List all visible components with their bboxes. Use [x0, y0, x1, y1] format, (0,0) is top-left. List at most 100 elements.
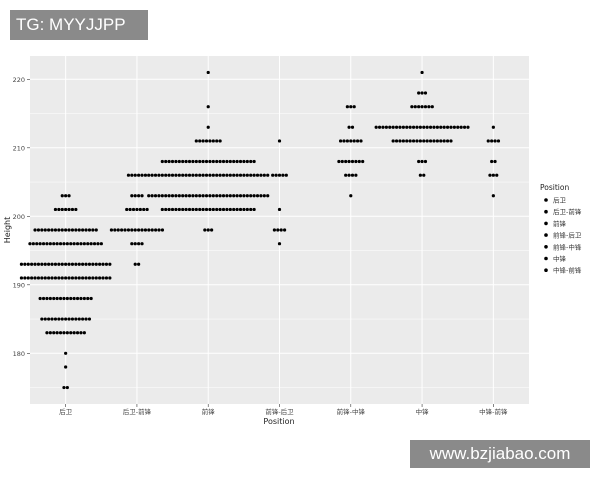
data-point	[259, 194, 263, 198]
data-point	[439, 125, 443, 129]
data-point	[116, 228, 120, 232]
data-point	[174, 207, 178, 212]
data-point	[147, 228, 151, 232]
data-point	[133, 262, 137, 266]
data-point	[252, 173, 256, 177]
data-point	[164, 173, 168, 177]
data-point	[145, 207, 149, 212]
data-point	[130, 173, 134, 177]
data-point	[77, 317, 81, 321]
data-point	[201, 207, 205, 212]
data-point	[65, 331, 69, 335]
data-point	[218, 207, 222, 212]
data-point	[490, 139, 494, 143]
data-point	[58, 331, 63, 335]
data-point	[94, 262, 98, 266]
data-point	[40, 276, 44, 280]
data-point	[210, 228, 214, 232]
data-point	[81, 276, 85, 280]
data-point	[486, 139, 490, 143]
data-point	[435, 139, 439, 143]
data-point	[113, 228, 117, 232]
data-point	[62, 242, 66, 246]
data-point	[352, 139, 356, 143]
data-point	[262, 194, 266, 198]
data-point	[48, 331, 52, 335]
data-point	[249, 173, 253, 177]
data-point	[181, 159, 185, 164]
data-point	[77, 276, 81, 280]
data-point	[150, 173, 154, 177]
data-point	[131, 207, 136, 212]
data-point	[167, 159, 171, 164]
data-point	[84, 228, 88, 232]
data-point	[377, 125, 382, 129]
data-point	[89, 242, 93, 246]
data-point	[462, 125, 467, 129]
data-point	[391, 125, 395, 129]
data-point	[225, 159, 229, 164]
data-point	[228, 194, 232, 198]
data-point	[347, 125, 351, 129]
data-point	[405, 139, 409, 143]
data-points	[19, 70, 501, 390]
data-point	[142, 207, 146, 212]
data-point	[47, 276, 51, 280]
data-point	[58, 242, 63, 246]
data-point	[160, 159, 164, 164]
data-point	[417, 159, 421, 164]
data-point	[420, 70, 424, 75]
data-point	[430, 105, 434, 109]
data-point	[218, 173, 222, 177]
data-point	[204, 139, 209, 143]
y-tick-label: 180	[13, 350, 25, 358]
data-point	[75, 296, 80, 301]
data-point	[208, 159, 212, 164]
data-point	[194, 139, 198, 143]
data-point	[252, 207, 256, 212]
data-point	[394, 139, 399, 143]
data-point	[104, 276, 109, 280]
data-point	[422, 173, 426, 177]
data-point	[87, 262, 92, 266]
data-point	[55, 331, 59, 335]
data-point	[82, 242, 86, 246]
data-point	[418, 139, 422, 143]
data-point	[211, 207, 215, 212]
legend-key-dot	[544, 256, 548, 261]
data-point	[174, 159, 178, 164]
data-point	[133, 173, 137, 177]
data-point	[208, 207, 212, 212]
data-point	[181, 173, 185, 177]
data-point	[449, 125, 453, 129]
data-point	[381, 125, 385, 129]
data-point	[41, 296, 46, 301]
data-point	[204, 207, 209, 212]
data-point	[167, 173, 171, 177]
data-point	[215, 194, 219, 198]
data-point	[422, 125, 426, 129]
legend-key-dot	[544, 221, 548, 226]
data-point	[345, 105, 349, 109]
data-point	[67, 317, 71, 321]
legend-item-label: 后卫	[553, 196, 567, 205]
data-point	[150, 194, 154, 198]
data-point	[418, 125, 422, 129]
data-point	[449, 139, 453, 143]
data-point	[349, 105, 353, 109]
data-point	[238, 194, 243, 198]
data-point	[98, 262, 102, 266]
data-point	[420, 159, 424, 164]
x-tick-label: 前锋-后卫	[265, 407, 294, 416]
data-point	[225, 207, 229, 212]
data-point	[86, 296, 90, 301]
data-point	[401, 139, 405, 143]
data-point	[417, 91, 421, 95]
data-point	[45, 331, 49, 335]
legend-key-dot	[544, 198, 548, 202]
data-point	[45, 296, 49, 301]
data-point	[435, 125, 439, 129]
data-point	[359, 139, 363, 143]
data-point	[137, 242, 141, 246]
data-point	[174, 194, 178, 198]
